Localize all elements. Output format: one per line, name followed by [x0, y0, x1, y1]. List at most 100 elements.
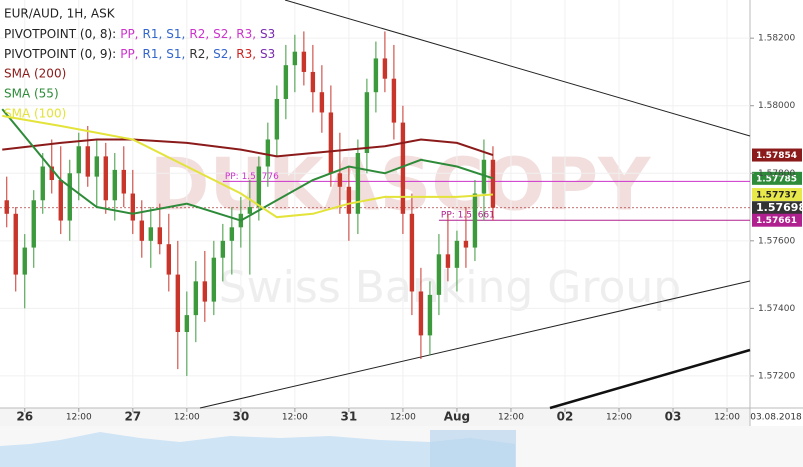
sma-line [2, 138, 494, 158]
candle-body [364, 92, 370, 153]
candle-body [454, 240, 460, 268]
legend-segment: PP, [120, 27, 138, 41]
candle-body [85, 146, 90, 177]
legend-segment: PIVOTPOINT (0, 9): [4, 47, 116, 61]
candle-body [337, 173, 343, 187]
candle-body [391, 78, 397, 123]
legend-segment: S3 [260, 27, 275, 41]
candle-body [328, 112, 334, 174]
price-tag-label: 1.57698 [756, 201, 803, 214]
candle-body [292, 51, 298, 66]
price-tag: 1.57785 [752, 171, 802, 185]
y-tick-label: 1.57800 [758, 169, 795, 179]
navigator-window[interactable] [430, 430, 516, 467]
legend-segment: R2, [189, 47, 209, 61]
x-tick-label: 12:00 [390, 413, 416, 423]
legend-segment: R3, [236, 27, 256, 41]
legend-segment: R2, [189, 27, 209, 41]
plot-area: PP: 1.57776 PP: 1.57661 [0, 31, 750, 376]
time-axis-band [0, 408, 750, 426]
price-tag-label: 1.57737 [756, 191, 797, 201]
sma-line [2, 114, 494, 219]
sma-line [1, 108, 494, 222]
navigator-area [0, 432, 515, 467]
legend-segment: R3, [236, 47, 256, 61]
candle-body [58, 180, 63, 221]
candle-body [445, 254, 451, 268]
x-tick-label: 02 [557, 410, 574, 424]
candle-body [175, 274, 181, 333]
candle-body [166, 244, 172, 275]
candle-body [274, 98, 280, 140]
price-tag-label: 1.57785 [756, 174, 797, 184]
candle-body [220, 240, 226, 258]
x-tick-label: 12:00 [606, 413, 632, 423]
watermark-tagline: Swiss Banking Group [219, 262, 681, 313]
legend-segment: S1, [166, 27, 185, 41]
legend-entry: SMA (100) [4, 107, 66, 121]
x-tick-label: 26 [16, 410, 33, 424]
price-tag-box [752, 148, 802, 162]
candle-body [130, 193, 136, 221]
x-tick-label: 12:00 [66, 413, 92, 423]
x-tick-label: Aug [444, 410, 470, 424]
candle-body [481, 159, 487, 194]
trend-line [549, 348, 751, 410]
price-tag-box [752, 213, 802, 227]
candle-body [319, 92, 325, 113]
candle-body [13, 213, 18, 275]
trend-line [199, 280, 751, 409]
y-tick-label: 1.57400 [758, 304, 795, 314]
x-tick-label: 30 [232, 410, 249, 424]
x-tick-label: 31 [341, 410, 358, 424]
candle-body [31, 200, 36, 248]
candle-body [103, 156, 108, 201]
candle-body [301, 51, 307, 72]
trend-line [284, 0, 751, 137]
pivot-label: PP: 1.57661 [441, 211, 495, 221]
candle-body [247, 207, 253, 214]
candle-body [76, 146, 81, 174]
candle-body [418, 291, 424, 336]
price-tag: 1.57737 [752, 188, 802, 202]
price-tag-box [752, 171, 802, 185]
candle-body [490, 159, 496, 208]
candle-body [427, 294, 433, 336]
legend-entry: SMA (55) [4, 87, 59, 101]
candle-body [4, 200, 9, 214]
x-tick-label: 12:00 [282, 413, 308, 423]
legend-segment: R1, [143, 27, 163, 41]
legend-row: PIVOTPOINT (0, 8): PP, R1, S1, R2, S2, R3, S3 [4, 27, 275, 41]
legend-segment: PP, [120, 47, 138, 61]
pivot-label: PP: 1.57776 [225, 172, 279, 182]
legend-segment: S2, [213, 47, 232, 61]
date-label: 03.08.2018 [750, 413, 802, 423]
candle-body [256, 166, 262, 208]
candle-body [346, 186, 352, 214]
legend-title: EUR/AUD, 1H, ASK [4, 7, 116, 21]
candle-body [472, 193, 478, 248]
candle-body [463, 240, 469, 248]
candle-body [67, 173, 72, 221]
candle-body [310, 71, 316, 93]
candle-body [211, 257, 217, 302]
candle-body [184, 315, 190, 333]
candle-body [202, 281, 208, 302]
candle-body [373, 58, 379, 93]
candle-body [121, 169, 126, 194]
candle-body [193, 281, 199, 316]
legend-segment: S1, [166, 47, 185, 61]
candle-body [22, 247, 27, 275]
candle-body [400, 122, 406, 214]
candle-body [265, 139, 271, 167]
candle-body [139, 220, 145, 241]
y-tick-label: 1.57600 [758, 236, 795, 246]
legend-entry: SMA (200) [4, 67, 66, 81]
candle-body [112, 169, 117, 201]
candle-body [40, 166, 45, 201]
legend-segment: S3 [260, 47, 275, 61]
y-tick-label: 1.57200 [758, 371, 795, 381]
price-tag-box [752, 188, 802, 202]
